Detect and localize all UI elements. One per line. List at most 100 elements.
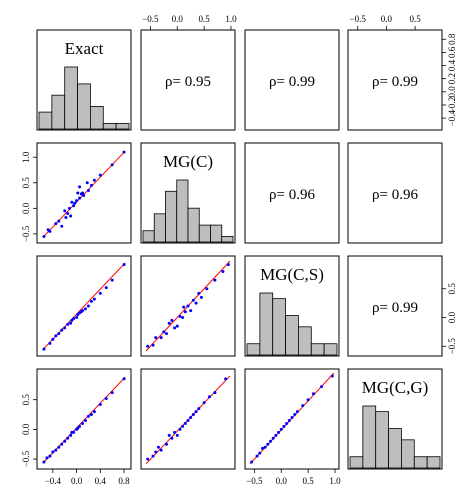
- correlation-label-r0-c1: ρ= 0.95: [165, 74, 211, 90]
- bottom-axis-label-1-3: 1.0: [329, 476, 341, 486]
- hist-bar-2-2: [272, 298, 286, 356]
- left-axis-label-0-1: 0.0: [21, 202, 31, 214]
- point-r3-c0-20: [98, 402, 102, 406]
- point-r3-c2-17: [301, 404, 305, 408]
- point-r3-c0-15: [81, 421, 85, 425]
- point-r3-c1-9: [175, 433, 179, 437]
- point-r1-c0-12: [72, 204, 76, 208]
- point-r2-c1-22: [221, 270, 225, 273]
- point-r2-c0-2: [51, 337, 55, 341]
- panel-frame-r2-c1: [140, 255, 236, 357]
- right-axis-label-0-6: 0.8: [447, 33, 457, 45]
- point-r2-c0-11: [75, 316, 79, 319]
- point-r2-c1-1: [151, 343, 155, 347]
- right-axis-label-0-2: 0.0: [447, 86, 457, 98]
- point-r1-c0-17: [78, 185, 82, 189]
- point-r3-c2-19: [312, 392, 315, 396]
- point-r2-c0-1: [48, 341, 52, 345]
- point-r2-c1-3: [159, 336, 163, 340]
- point-r1-c0-19: [81, 191, 85, 195]
- top-axis-label-1-1: 0.0: [381, 14, 393, 24]
- point-r2-c1-17: [194, 301, 198, 305]
- point-r3-c0-11: [72, 430, 76, 434]
- point-r3-c2-10: [279, 427, 283, 431]
- correlation-label-r2-c3: ρ= 0.99: [372, 300, 418, 316]
- right-axis-label-1-0: −0.5: [447, 338, 457, 355]
- hist-bar-3-5: [413, 456, 428, 469]
- point-r2-c1-14: [186, 304, 190, 308]
- point-r1-c0-4: [57, 219, 61, 223]
- point-r3-c0-18: [89, 413, 93, 417]
- point-r3-c2-15: [293, 413, 297, 417]
- panel-frame-r0-c3: [347, 29, 443, 131]
- point-r3-c1-15: [191, 413, 195, 417]
- point-r1-c0-7: [64, 216, 68, 220]
- point-r3-c0-21: [104, 397, 108, 401]
- point-r1-c0-13: [73, 201, 77, 205]
- bottom-axis-label-1-0: −0.5: [246, 476, 263, 486]
- hist-bar-2-4: [298, 326, 312, 356]
- point-r3-c2-20: [320, 385, 324, 389]
- point-r1-c0-3: [54, 222, 58, 226]
- hist-bar-2-6: [323, 343, 338, 356]
- point-r2-c1-6: [167, 321, 171, 325]
- left-axis-label-0-2: 0.5: [21, 177, 31, 189]
- point-r3-c2-7: [271, 436, 275, 440]
- point-r3-c2-4: [263, 445, 267, 449]
- point-r3-c2-6: [269, 439, 272, 443]
- correlation-label-r0-c2: ρ= 0.99: [269, 74, 315, 90]
- point-r2-c1-19: [199, 295, 203, 299]
- point-r3-c2-16: [295, 410, 299, 414]
- point-r3-c1-17: [197, 407, 201, 411]
- top-axis-label-0-2: 0.5: [199, 14, 211, 24]
- point-r1-c0-6: [63, 209, 67, 213]
- right-axis-label-0-0: −0.4: [447, 109, 457, 126]
- point-r3-c1-10: [178, 427, 182, 431]
- point-r3-c0-4: [54, 448, 58, 452]
- right-axis-label-1-2: 0.5: [447, 283, 457, 295]
- point-r2-c1-7: [170, 318, 174, 322]
- variable-label-2: MG(C,S): [260, 265, 324, 284]
- point-r2-c0-8: [69, 321, 73, 325]
- point-r3-c1-8: [173, 430, 177, 434]
- hist-bar-0-3: [77, 83, 91, 130]
- hist-bar-2-0: [246, 343, 261, 356]
- point-r2-c0-23: [122, 263, 126, 267]
- point-r3-c2-5: [266, 442, 270, 446]
- hist-bar-0-4: [90, 106, 104, 130]
- point-r2-c0-5: [60, 328, 64, 332]
- panel-frame-r0-c1: [140, 29, 236, 131]
- hist-bar-0-6: [115, 122, 130, 130]
- point-r1-c0-15: [76, 191, 80, 195]
- variable-label-0: Exact: [65, 39, 104, 58]
- point-r2-c1-20: [205, 287, 209, 291]
- variable-label-1: MG(C): [163, 152, 213, 171]
- top-axis-label-0-1: 0.0: [172, 14, 184, 24]
- point-r2-c0-15: [81, 309, 85, 313]
- hist-bar-3-3: [388, 428, 402, 469]
- point-r1-c0-5: [60, 224, 64, 228]
- point-r3-c2-13: [287, 418, 291, 422]
- point-r3-c2-14: [290, 416, 294, 420]
- point-r3-c2-21: [330, 374, 334, 378]
- point-r2-c1-9: [175, 324, 179, 328]
- point-r3-c0-16: [83, 418, 87, 422]
- point-r1-c0-2: [48, 229, 52, 233]
- point-r3-c1-3: [156, 445, 160, 449]
- panel-frame-r0-c2: [244, 29, 340, 131]
- point-r3-c1-16: [194, 410, 198, 414]
- correlation-label-r1-c3: ρ= 0.96: [372, 187, 418, 203]
- right-axis-label-0-4: 0.4: [447, 59, 457, 71]
- point-r1-c0-20: [82, 194, 86, 198]
- point-r1-c0-21: [85, 181, 89, 185]
- hist-bar-1-7: [221, 235, 234, 243]
- point-r1-c0-11: [70, 200, 74, 204]
- hist-bar-2-5: [310, 343, 325, 356]
- hist-bar-0-1: [51, 94, 66, 130]
- point-r2-c1-0: [146, 344, 150, 348]
- point-r2-c0-16: [83, 307, 87, 311]
- point-r3-c1-12: [183, 421, 187, 425]
- panel-frame-r2-c3: [347, 255, 443, 357]
- point-r3-c1-21: [224, 377, 228, 381]
- point-r2-c0-22: [110, 278, 114, 282]
